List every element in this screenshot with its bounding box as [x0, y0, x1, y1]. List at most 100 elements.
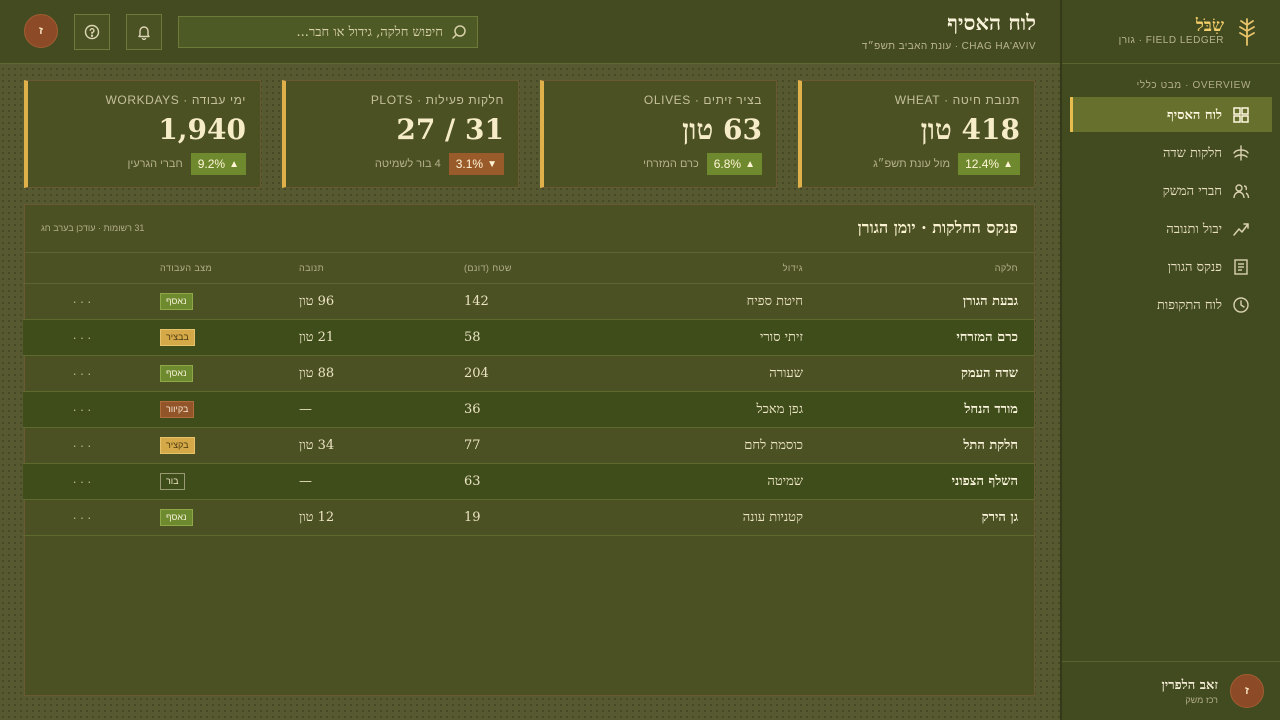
wheat-logo-icon [1236, 17, 1258, 47]
cell-area: 204 [448, 355, 613, 392]
sidebar-item-dashboard[interactable]: לוח האסיף [1070, 97, 1272, 132]
plots-ledger-panel: פנקס החלקות · יומן הגורן 31 רשומות · עוד… [23, 204, 1035, 696]
sidebar-item-label: חברי המשק [1162, 183, 1222, 199]
stat-card-plots[interactable]: חלקות פעילות · PLOTS 27 / 31 ▼ 3.1% 4 בור… [282, 80, 519, 188]
cell-crop: חיטת ספיח [613, 283, 819, 320]
page-subtitle: CHAG HA'AVIV · עונת האביב תשפ״ד [861, 41, 1036, 52]
cell-plot: כרם המזרחי [819, 319, 1034, 356]
row-menu-button[interactable]: ··· [23, 463, 144, 500]
help-icon [84, 24, 100, 40]
stat-card-workdays[interactable]: ימי עבודה · WORKDAYS 1,940 ▲ 9.2% חברי הג… [24, 80, 261, 188]
cell-plot: חלקת התל [819, 427, 1034, 464]
trend-badge: ▲ 9.2% [190, 153, 246, 175]
cell-area: 77 [448, 427, 613, 464]
status-badge: נאסף [160, 364, 193, 382]
row-menu-button[interactable]: ··· [23, 319, 144, 356]
cell-area: 142 [448, 283, 613, 320]
cell-yield: — [283, 391, 448, 428]
plots-table: חלקה גידול שטח (דונם) תנובה מצב העבודה ג… [23, 253, 1034, 536]
user-profile[interactable]: ז זאב הלפרין רכז משק [1062, 661, 1280, 720]
table-row[interactable]: גן הירק קטניות עונה 19 12 טון נאסף ··· [23, 499, 1034, 536]
cell-plot: מורד הנחל [819, 391, 1034, 428]
sidebar-nav: לוח האסיף חלקות שדה חברי המשק יבול ותנוב… [1062, 97, 1280, 322]
panel-title: פנקס החלקות · יומן הגורן [857, 218, 1018, 237]
column-header-plot[interactable]: חלקה [819, 253, 1034, 284]
stat-card-note: חברי הגרעין [127, 158, 183, 170]
cell-crop: כוסמת לחם [613, 427, 819, 464]
table-row[interactable]: כרם המזרחי זיתי סורי 58 21 טון בבציר ··· [23, 319, 1034, 356]
notifications-button[interactable] [126, 14, 162, 50]
cell-plot: גבעת הגורן [819, 283, 1034, 320]
cell-plot: שדה העמק [819, 355, 1034, 392]
cell-plot: גן הירק [819, 499, 1034, 536]
column-header-actions [23, 253, 144, 284]
table-header-row: חלקה גידול שטח (דונם) תנובה מצב העבודה [23, 253, 1034, 284]
table-row[interactable]: השלף הצפוני שמיטה 63 — בור ··· [23, 463, 1034, 500]
trend-value: 3.1% [455, 157, 484, 171]
ledger-icon [1232, 258, 1250, 276]
trend-icon [1232, 220, 1250, 238]
stat-card-value: 63 טון [682, 113, 762, 146]
arrow-up-icon: ▲ [745, 158, 755, 170]
cell-crop: קטניות עונה [613, 499, 819, 536]
column-header-status[interactable]: מצב העבודה [144, 253, 283, 284]
cell-area: 58 [448, 319, 613, 356]
sidebar-item-ledger[interactable]: פנקס הגורן [1070, 249, 1272, 284]
sidebar-item-calendar[interactable]: לוח התקופות [1070, 287, 1272, 322]
trend-badge: ▲ 12.4% [958, 153, 1020, 175]
stat-card-note: כרם המזרחי [643, 158, 699, 170]
row-menu-button[interactable]: ··· [23, 427, 144, 464]
column-header-crop[interactable]: גידול [613, 253, 819, 284]
cell-crop: שמיטה [613, 463, 819, 500]
row-menu-button[interactable]: ··· [23, 355, 144, 392]
help-button[interactable] [74, 14, 110, 50]
sidebar-item-yield[interactable]: יבול ותנובה [1070, 211, 1272, 246]
column-header-area[interactable]: שטח (דונם) [448, 253, 613, 284]
cell-yield: — [283, 463, 448, 500]
trend-value: 12.4% [965, 157, 1000, 171]
table-row[interactable]: שדה העמק שעורה 204 88 טון נאסף ··· [23, 355, 1034, 392]
sidebar-item-fields[interactable]: חלקות שדה [1070, 135, 1272, 170]
cell-crop: גפן מאכל [613, 391, 819, 428]
bell-icon [136, 24, 152, 40]
row-menu-button[interactable]: ··· [23, 391, 144, 428]
nav-section-label: OVERVIEW · מבט כללי [1136, 80, 1251, 91]
stat-cards: תנובת חיטה · WHEAT 418 טון ▲ 12.4% מול עו… [24, 80, 1035, 188]
stat-card-value: 1,940 [158, 113, 246, 146]
table-row[interactable]: חלקת התל כוסמת לחם 77 34 טון בקציר ··· [23, 427, 1034, 464]
avatar: ז [1230, 674, 1264, 708]
brand[interactable]: שִׂבֹּל FIELD LEDGER · גורן [1062, 0, 1280, 64]
table-row[interactable]: גבעת הגורן חיטת ספיח 142 96 טון נאסף ··· [23, 283, 1034, 320]
brand-subtitle: FIELD LEDGER · גורן [1118, 35, 1224, 46]
page-title: לוח האסיף [947, 10, 1036, 35]
stat-card-olives[interactable]: בציר זיתים · OLIVES 63 טון ▲ 6.8% כרם המז… [540, 80, 777, 188]
table-row[interactable]: מורד הנחל גפן מאכל 36 — בקיוור ··· [23, 391, 1034, 428]
sidebar-item-label: לוח האסיף [1167, 107, 1222, 123]
dashboard-icon [1232, 106, 1250, 124]
status-badge: נאסף [160, 292, 193, 310]
search-input[interactable] [189, 24, 443, 40]
status-badge: נאסף [160, 508, 193, 526]
brand-name: שִׂבֹּל [1195, 16, 1224, 36]
cell-area: 19 [448, 499, 613, 536]
stat-card-note: 4 בור לשמיטה [374, 158, 441, 170]
arrow-up-icon: ▲ [229, 158, 239, 170]
stat-card-label: בציר זיתים · OLIVES [643, 93, 762, 107]
sidebar-item-label: יבול ותנובה [1166, 221, 1222, 237]
stat-card-wheat[interactable]: תנובת חיטה · WHEAT 418 טון ▲ 12.4% מול עו… [798, 80, 1035, 188]
cell-yield: 12 טון [283, 499, 448, 536]
trend-value: 6.8% [713, 157, 742, 171]
trend-badge: ▼ 3.1% [448, 153, 504, 175]
stat-card-value-text: 27 / 31 [396, 113, 504, 146]
user-name: זאב הלפרין [1161, 678, 1218, 693]
avatar[interactable]: ז [24, 14, 58, 48]
sidebar-item-members[interactable]: חברי המשק [1070, 173, 1272, 208]
row-menu-button[interactable]: ··· [23, 283, 144, 320]
status-badge: בבציר [160, 328, 195, 346]
sidebar-item-label: לוח התקופות [1157, 297, 1222, 313]
column-header-yield[interactable]: תנובה [283, 253, 448, 284]
row-menu-button[interactable]: ··· [23, 499, 144, 536]
stat-card-value: 418 טון [920, 113, 1020, 146]
trend-value: 9.2% [197, 157, 226, 171]
stat-card-note: מול עונת תשפ״ג [873, 158, 951, 170]
